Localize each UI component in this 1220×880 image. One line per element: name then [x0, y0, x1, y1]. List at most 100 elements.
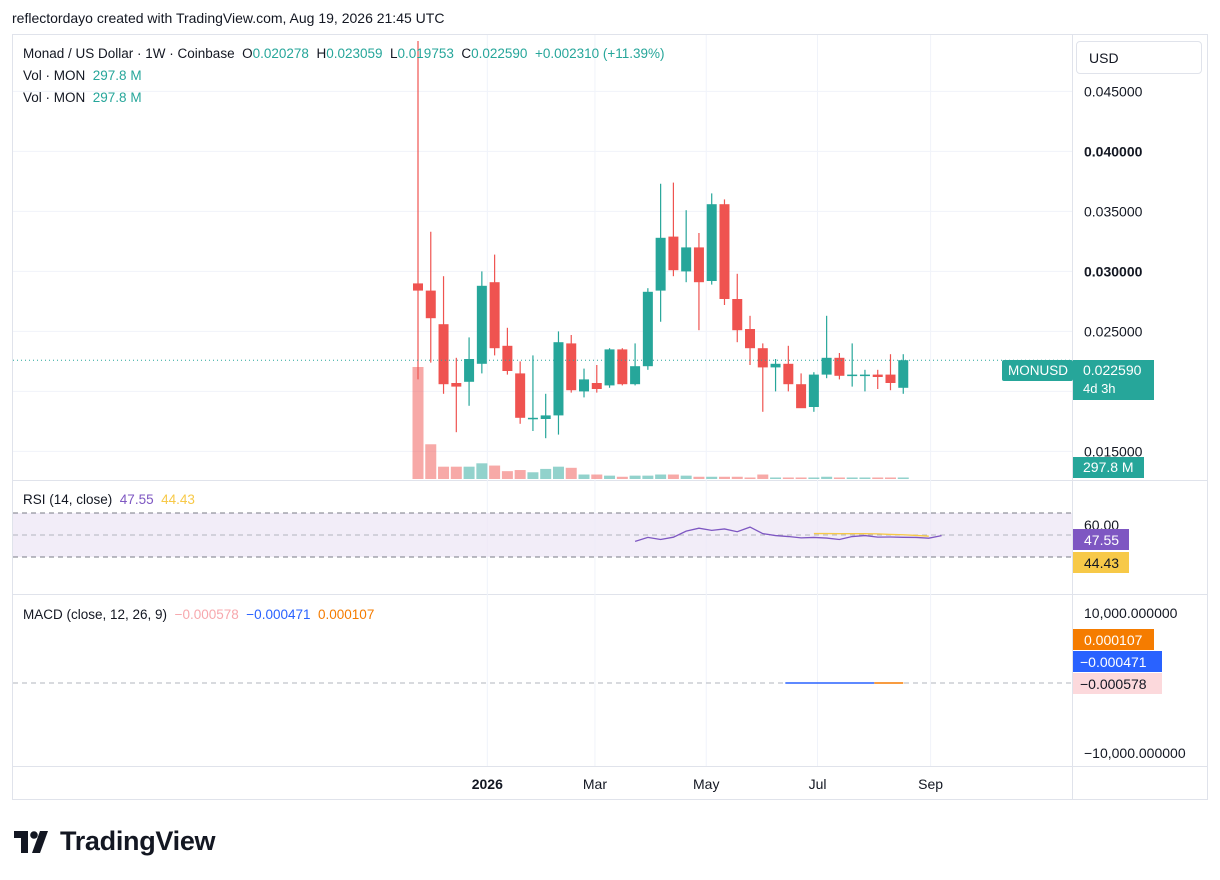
- symbol-title[interactable]: Monad / US Dollar · 1W · Coinbase: [23, 46, 235, 61]
- volume-bar: [552, 466, 564, 479]
- volume-bar: [540, 468, 552, 479]
- candle-body: [668, 236, 679, 271]
- tradingview-logo: TradingView: [14, 826, 216, 857]
- axes: 0.045000 0.040000 0.035000 0.030000 0.025000…: [472, 83, 1186, 792]
- volume-bar: [846, 477, 858, 479]
- volume-bar: [425, 444, 437, 479]
- volume-badge: 297.8 M: [1083, 459, 1134, 475]
- candle-body: [566, 343, 577, 391]
- candle-body: [630, 366, 641, 385]
- volume-bar: [884, 477, 896, 479]
- currency-selector[interactable]: USD: [1076, 41, 1202, 74]
- macd-tick-label: −10,000.000000: [1084, 745, 1186, 761]
- volume-bar: [527, 472, 539, 479]
- macd-value: −0.000471: [246, 607, 311, 622]
- time-tick-label: Jul: [809, 776, 827, 792]
- time-tick-label: Sep: [918, 776, 943, 792]
- candle-body: [553, 342, 564, 416]
- candle-body: [898, 360, 909, 388]
- candle-body: [770, 363, 781, 368]
- volume-bar: [795, 477, 807, 479]
- rsi-badge: 47.55: [1084, 532, 1119, 548]
- rsi-ma-badge: 44.43: [1084, 555, 1119, 571]
- chart-attribution: reflectordayo created with TradingView.c…: [12, 10, 445, 26]
- rsi-legend: RSI (14, close) 47.55 44.43: [23, 492, 195, 507]
- volume-bar: [578, 474, 590, 479]
- rsi-ma-line: [813, 532, 929, 537]
- candle-body: [808, 374, 819, 407]
- chart-frame: [12, 34, 1208, 800]
- price-tick-label: 0.040000: [1084, 143, 1143, 159]
- macd-hist-badge: −0.000578: [1080, 676, 1147, 692]
- time-tick-label: Mar: [583, 776, 607, 792]
- macd-legend: MACD (close, 12, 26, 9) −0.000578 −0.000…: [23, 607, 374, 622]
- volume-bar: [821, 476, 833, 479]
- volume-bar: [693, 476, 705, 479]
- volume-bar: [591, 474, 603, 479]
- candle-body: [489, 282, 500, 349]
- macd-hist-badge-bg: [1073, 673, 1162, 694]
- volume-bar: [718, 476, 730, 479]
- price-badge-bg: [1073, 360, 1154, 400]
- macd-signal-badge: 0.000107: [1084, 632, 1143, 648]
- volume-bar: [604, 475, 616, 479]
- volume-bar: [770, 477, 782, 479]
- tradingview-logo-icon: [14, 830, 48, 853]
- candle-body: [719, 204, 730, 299]
- candle-body: [847, 374, 858, 377]
- macd-badge-bg: [1073, 651, 1162, 672]
- volume-bar: [859, 477, 871, 479]
- candle-body: [872, 374, 883, 377]
- currency-label: USD: [1089, 50, 1119, 66]
- volume-bar: [514, 470, 526, 479]
- volume-bar: [642, 475, 654, 479]
- volume-badge-bg: [1073, 457, 1144, 478]
- close-label: C: [461, 46, 472, 61]
- rsi-ma-value: 44.43: [161, 492, 195, 507]
- candle-body: [796, 384, 807, 409]
- price-tick-label: 0.035000: [1084, 203, 1143, 219]
- candle-body: [413, 283, 423, 291]
- volume-bar: [872, 477, 884, 479]
- symbol-badge-bg: [1002, 360, 1073, 381]
- candle-body: [476, 285, 487, 364]
- volume-bar: [897, 477, 909, 479]
- rsi-ma-badge-bg: [1073, 552, 1129, 573]
- volume-series: [412, 367, 909, 479]
- volume-bar: [680, 475, 692, 479]
- open-label: O: [242, 46, 253, 61]
- candle-body: [745, 329, 756, 349]
- candle-body: [438, 324, 449, 385]
- price-tick-label: 0.025000: [1084, 323, 1143, 339]
- brand-name: TradingView: [60, 826, 216, 856]
- volume-legend-2: Vol · MON 297.8 M: [23, 90, 142, 105]
- candle-body: [681, 247, 692, 272]
- volume-bar: [757, 474, 769, 479]
- volume-label[interactable]: Vol · MON: [23, 68, 86, 83]
- macd-tick-label: 10,000.000000: [1084, 605, 1178, 621]
- candle-body: [515, 373, 526, 418]
- candle-body: [617, 349, 628, 385]
- change-value: +0.002310 (+11.39%): [534, 46, 665, 61]
- macd-label[interactable]: MACD (close, 12, 26, 9): [23, 607, 168, 622]
- time-tick-label: May: [693, 776, 719, 792]
- rsi-badge-bg: [1073, 529, 1129, 550]
- candle-body: [591, 383, 602, 389]
- macd-hist-value: −0.000578: [174, 607, 239, 622]
- macd-signal-value: 0.000107: [318, 607, 375, 622]
- candle-body: [464, 359, 475, 382]
- candle-body: [655, 237, 666, 291]
- rsi-label[interactable]: RSI (14, close): [23, 492, 113, 507]
- macd-badge: −0.000471: [1080, 654, 1147, 670]
- candle-body: [502, 345, 513, 371]
- volume-legend-1: Vol · MON 297.8 M: [23, 68, 142, 83]
- volume-label[interactable]: Vol · MON: [23, 90, 86, 105]
- candle-body: [885, 374, 896, 383]
- price-badge: 0.022590: [1083, 362, 1142, 378]
- volume-bar: [463, 466, 475, 479]
- rsi-line: [634, 526, 942, 543]
- volume-bar: [667, 474, 679, 479]
- countdown-badge: 4d 3h: [1083, 381, 1116, 396]
- candle-body: [425, 290, 436, 319]
- price-tick-label: 0.015000: [1084, 443, 1143, 459]
